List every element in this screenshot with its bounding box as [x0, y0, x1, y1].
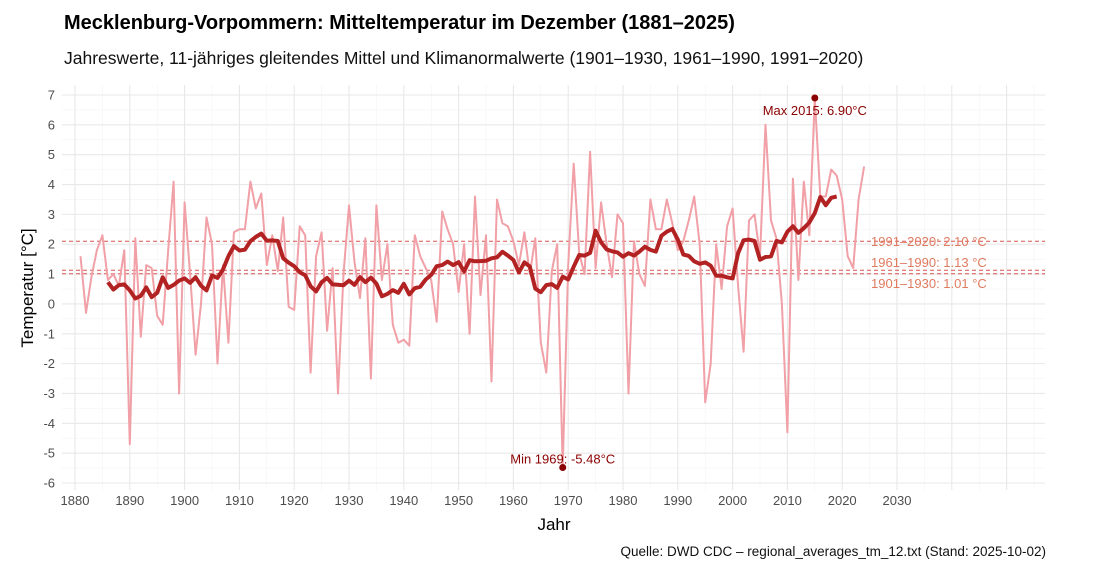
min-label: Min 1969: -5.48°C — [510, 451, 615, 466]
y-tick-label: -3 — [43, 386, 55, 401]
x-tick-label: 1910 — [225, 493, 254, 508]
x-tick-label: 2000 — [718, 493, 747, 508]
x-axis-label: Jahr — [537, 515, 570, 534]
x-tick-label: 1900 — [170, 493, 199, 508]
y-tick-label: -5 — [43, 446, 55, 461]
y-tick-label: 4 — [48, 177, 55, 192]
y-tick-label: -1 — [43, 326, 55, 341]
y-tick-label: -4 — [43, 416, 55, 431]
x-tick-label: 1950 — [444, 493, 473, 508]
y-tick-label: 2 — [48, 237, 55, 252]
chart-subtitle: Jahreswerte, 11-jähriges gleitendes Mitt… — [64, 48, 864, 68]
x-tick-label: 1920 — [280, 493, 309, 508]
y-tick-label: 3 — [48, 207, 55, 222]
x-tick-label: 1990 — [663, 493, 692, 508]
x-tick-label: 1970 — [554, 493, 583, 508]
annual-series-line — [79, 97, 866, 469]
chart-title: Mecklenburg-Vorpommern: Mitteltemperatur… — [64, 12, 735, 34]
x-tick-label: 1930 — [335, 493, 364, 508]
max-point — [811, 94, 819, 102]
normal-label: 1961–1990: 1.13 °C — [871, 255, 987, 270]
normal-label: 1991–2020: 2.10 °C — [871, 234, 987, 249]
y-tick-label: -6 — [43, 476, 55, 491]
y-axis-label: Temperatur [°C] — [18, 228, 37, 347]
x-tick-label: 1890 — [115, 493, 144, 508]
y-tick-label: 6 — [48, 117, 55, 132]
x-tick-label: 1960 — [499, 493, 528, 508]
y-tick-label: 1 — [48, 267, 55, 282]
x-tick-label: 2010 — [773, 493, 802, 508]
y-tick-label: 7 — [48, 88, 55, 103]
normal-label: 1901–1930: 1.01 °C — [871, 276, 987, 291]
source-caption: Quelle: DWD CDC – regional_averages_tm_1… — [620, 544, 1046, 559]
moving-average-line — [106, 194, 838, 301]
x-tick-label: 2020 — [828, 493, 857, 508]
y-tick-label: 5 — [48, 147, 55, 162]
max-label: Max 2015: 6.90°C — [763, 103, 867, 118]
x-tick-label: 2030 — [883, 493, 912, 508]
x-tick-label: 1980 — [609, 493, 638, 508]
min-point — [559, 463, 567, 471]
y-tick-label: -2 — [43, 356, 55, 371]
y-tick-label: 0 — [48, 296, 55, 311]
x-tick-label: 1880 — [61, 493, 90, 508]
x-tick-label: 1940 — [389, 493, 418, 508]
